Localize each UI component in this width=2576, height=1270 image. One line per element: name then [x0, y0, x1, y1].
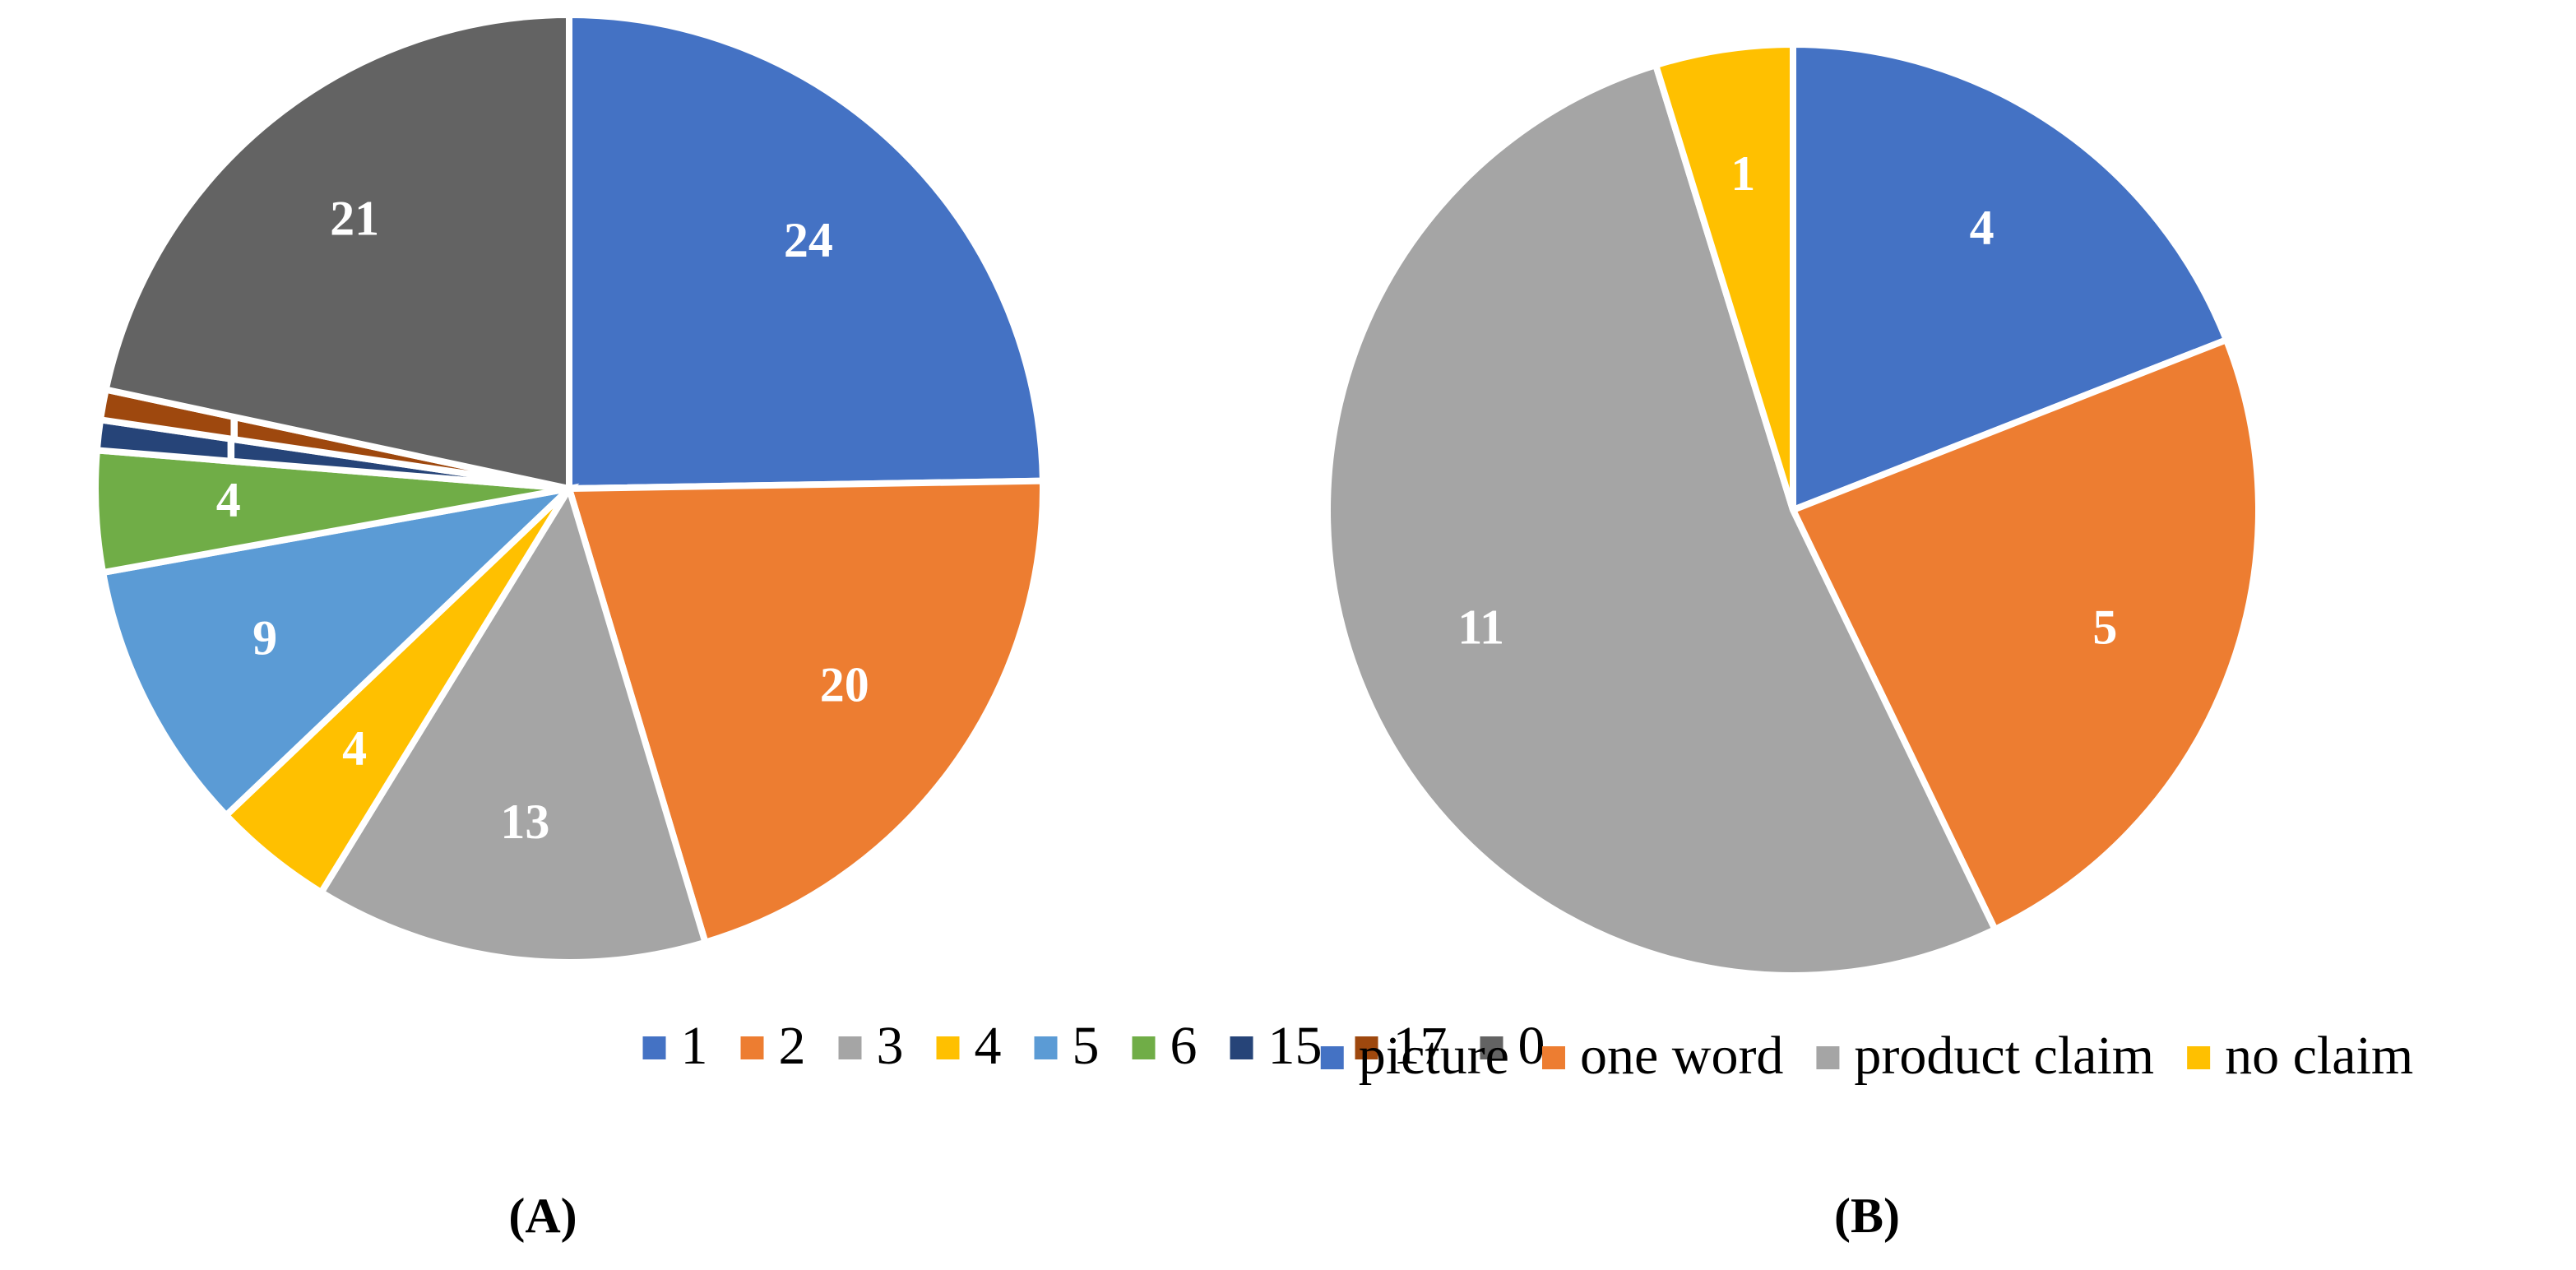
pie-slice — [1324, 61, 1999, 979]
legend-label: 6 — [1170, 1016, 1198, 1076]
data-label: 13 — [500, 795, 549, 849]
data-label: 4 — [342, 721, 367, 776]
pie-slice — [1652, 40, 1796, 512]
legend-marker — [1320, 1046, 1344, 1069]
legend-marker — [1541, 1046, 1565, 1069]
pie-slice — [566, 11, 1046, 493]
legend-marker — [2187, 1046, 2211, 1069]
pie-slice — [317, 480, 710, 966]
data-label: 4 — [216, 473, 241, 527]
legend-label: 2 — [779, 1016, 806, 1076]
legend-label: 1 — [681, 1016, 708, 1076]
legend-marker — [936, 1036, 960, 1059]
legend-marker — [1480, 1036, 1503, 1059]
panel-caption: (A) — [508, 1189, 577, 1243]
legend-label: 15 — [1268, 1016, 1323, 1076]
legend-marker — [1355, 1036, 1378, 1059]
legend-marker — [740, 1036, 764, 1059]
data-label: 9 — [253, 610, 277, 665]
pie-slice — [564, 477, 1046, 947]
pie-slice — [1790, 40, 2231, 515]
pie-slice — [99, 483, 580, 820]
legend-label: one word — [1580, 1026, 1783, 1086]
data-label: 24 — [784, 213, 833, 267]
legend-marker — [1132, 1036, 1156, 1059]
legend-label: product claim — [1854, 1026, 2154, 1086]
data-label: 20 — [820, 658, 869, 712]
panel-caption: (B) — [1834, 1189, 1900, 1243]
data-label: 21 — [330, 191, 379, 245]
legend-label: 0 — [1518, 1016, 1545, 1076]
legend-marker — [1816, 1046, 1840, 1069]
data-label: 4 — [1970, 201, 1995, 255]
legend-label: 5 — [1073, 1016, 1100, 1076]
pie-slice — [1788, 336, 2262, 934]
legend-label: 4 — [975, 1016, 1002, 1076]
legend-marker — [1230, 1036, 1253, 1059]
legend-marker — [1034, 1036, 1058, 1059]
legend-label: 17 — [1393, 1016, 1448, 1076]
legend-marker — [838, 1036, 862, 1059]
legend-marker — [642, 1036, 666, 1059]
legend-label: 3 — [877, 1016, 904, 1076]
data-label: 11 — [1457, 600, 1504, 655]
pie-slice — [101, 11, 572, 493]
data-label: 1 — [1730, 146, 1755, 201]
legend-label: picture — [1359, 1026, 1509, 1086]
data-label: 5 — [2092, 600, 2117, 655]
legend-label: no claim — [2225, 1026, 2413, 1086]
